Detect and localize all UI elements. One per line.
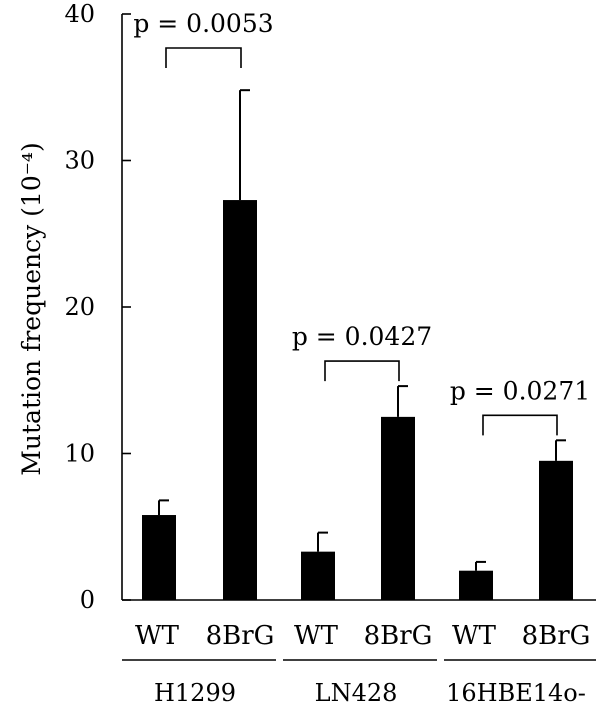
significance-bracket [324, 360, 400, 382]
category-label: 8BrG [364, 621, 433, 651]
bar-8brg [223, 200, 257, 600]
significance-bracket [165, 47, 242, 68]
bar-wt [301, 551, 335, 600]
category-label: 8BrG [206, 621, 275, 651]
p-value-label: p = 0.0271 [450, 376, 590, 405]
y-tick-label: 0 [80, 586, 95, 614]
group-label: 16HBE14o- [446, 679, 586, 707]
bars [142, 89, 573, 600]
category-label: 8BrG [522, 621, 591, 651]
p-value-label: p = 0.0427 [292, 322, 432, 351]
y-tick-label: 20 [64, 293, 95, 321]
group-label: LN428 [315, 679, 398, 707]
bar-8brg [539, 460, 573, 600]
y-axis-title: Mutation frequency (10⁻⁴) [17, 142, 46, 475]
y-tick-label: 40 [64, 0, 95, 28]
bar-wt [459, 570, 493, 600]
labels: WT 8BrG p = 0.0053 H1299 WT 8BrG p = 0.0427 LN4… [122, 9, 596, 707]
group-label: H1299 [154, 679, 236, 707]
significance-bracket [482, 414, 558, 436]
y-tick-label: 30 [64, 147, 95, 175]
category-label: WT [452, 621, 497, 651]
category-label: WT [294, 621, 339, 651]
p-value-label: p = 0.0053 [133, 9, 273, 38]
bar-wt [142, 515, 176, 600]
y-tick-label: 10 [64, 440, 95, 468]
category-label: WT [135, 621, 180, 651]
bar-8brg [381, 416, 415, 600]
y-axis: 0 10 20 30 40 [64, 0, 596, 614]
